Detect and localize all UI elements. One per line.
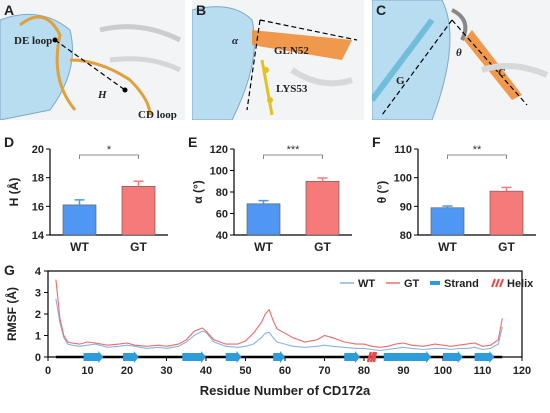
y-tick-label: 90: [400, 201, 412, 213]
x-tick-label: 40: [200, 365, 212, 377]
y-tick-label: 18: [32, 173, 44, 185]
helix-marker: [366, 351, 378, 363]
panel-label-g: G: [4, 262, 15, 278]
legend-swatch-strand: [430, 281, 440, 285]
bar-wt: [430, 207, 465, 236]
structure-image-c: θ G C: [372, 0, 550, 120]
h-label: H: [97, 89, 107, 101]
strand-arrow: [225, 351, 242, 363]
structure-image-b: α GLN52 LYS53: [192, 0, 364, 120]
x-tick-label: 60: [279, 365, 291, 377]
x-tick-label: GT: [314, 240, 331, 254]
legend-label-helix: Helix: [507, 278, 534, 290]
strand-arrow: [273, 351, 285, 363]
y-tick-label: 4: [35, 266, 42, 278]
x-tick-label: 100: [434, 365, 452, 377]
y-tick-label: 20: [32, 144, 44, 156]
y-tick-label: 80: [400, 230, 412, 242]
x-tick-label: 10: [81, 365, 93, 377]
gln-label: GLN52: [274, 45, 309, 57]
y-axis-label: H (Å): [6, 178, 21, 207]
y-tick-label: 3: [35, 288, 41, 300]
series-line-gt: [55, 279, 503, 348]
y-tick-label: 2: [35, 309, 41, 321]
x-tick-label: WT: [70, 240, 89, 254]
significance-bracket: [79, 154, 139, 159]
y-tick-label: 60: [216, 209, 228, 221]
x-tick-label: 70: [318, 365, 330, 377]
x-tick-label: WT: [254, 240, 273, 254]
strand-arrow: [123, 351, 139, 363]
panel-label-d: D: [4, 134, 15, 150]
bar-gt: [121, 185, 156, 236]
strand-arrow: [474, 351, 495, 363]
x-tick-label: 50: [239, 365, 251, 377]
y-tick-label: 100: [394, 173, 412, 185]
significance-stars: **: [473, 144, 482, 156]
legend-label-wt: WT: [358, 278, 375, 290]
y-axis-label: θ (°): [375, 181, 389, 204]
y-tick-label: 14: [32, 230, 45, 242]
x-tick-label: 30: [160, 365, 172, 377]
panel-label-e: E: [188, 134, 198, 150]
x-tick-label: 20: [121, 365, 133, 377]
g-label: G: [396, 75, 405, 87]
strand-arrow: [182, 351, 206, 363]
theta-label: θ: [456, 47, 462, 59]
lys-label: LYS53: [276, 83, 308, 95]
panel-label-a: A: [4, 2, 15, 18]
panel-c-structure: θ G C: [372, 0, 550, 120]
significance-stars: ***: [287, 144, 301, 156]
x-tick-label: 80: [358, 365, 370, 377]
legend-label-gt: GT: [404, 278, 420, 290]
panel-label-b: B: [196, 2, 207, 18]
structure-image-a: DE loop H CD loop: [0, 0, 185, 120]
x-tick-label: 90: [397, 365, 409, 377]
x-tick-label: GT: [498, 240, 515, 254]
legend-swatch-helix: [491, 278, 504, 288]
y-axis-label: RMSF (Å): [4, 287, 19, 341]
bar-chart-d: 14 16 18 20 H (Å) WT GT *: [6, 144, 168, 254]
x-axis-label: Residue Number of CD172a: [200, 383, 371, 398]
y-tick-label: 1: [35, 331, 41, 343]
x-tick-label: 0: [45, 365, 51, 377]
panel-label-c: C: [376, 2, 387, 18]
y-tick-label: 80: [216, 187, 228, 199]
bar-chart-e: 40 60 80 100 120 α (°) WT GT ***: [191, 144, 352, 254]
x-tick-label: GT: [130, 240, 147, 254]
series-line-wt: [55, 298, 503, 352]
cd-loop-label: CD loop: [138, 109, 177, 120]
panel-b-structure: α GLN52 LYS53: [192, 0, 364, 120]
y-tick-label: 16: [32, 201, 44, 213]
strand-arrow: [344, 351, 361, 363]
strand-arrow: [83, 351, 104, 363]
y-tick-label: 0: [35, 352, 41, 364]
c-label: C: [498, 67, 506, 79]
bar-gt: [489, 190, 524, 236]
legend-label-strand: Strand: [444, 278, 479, 290]
de-loop-label: DE loop: [14, 35, 52, 47]
y-tick-label: 110: [394, 144, 412, 156]
bar-wt: [246, 203, 281, 236]
strand-arrow: [383, 351, 432, 363]
y-tick-label: 100: [210, 166, 228, 178]
panel-a-structure: DE loop H CD loop: [0, 0, 185, 120]
y-axis-label: α (°): [191, 180, 205, 204]
significance-bracket: [263, 154, 323, 159]
bar-wt: [62, 204, 97, 236]
panel-label-f: F: [372, 134, 381, 150]
y-tick-label: 120: [210, 144, 228, 156]
alpha-label: α: [232, 35, 239, 47]
y-tick-label: 40: [216, 230, 228, 242]
strand-arrow: [443, 351, 463, 363]
bar-gt: [305, 180, 340, 236]
bar-chart-f: 80 90 100 110 θ (°) WT GT **: [375, 144, 536, 254]
x-tick-label: 110: [474, 365, 492, 377]
significance-bracket: [447, 154, 507, 159]
significance-stars: *: [107, 144, 112, 156]
x-tick-label: WT: [438, 240, 457, 254]
x-tick-label: 120: [513, 365, 531, 377]
